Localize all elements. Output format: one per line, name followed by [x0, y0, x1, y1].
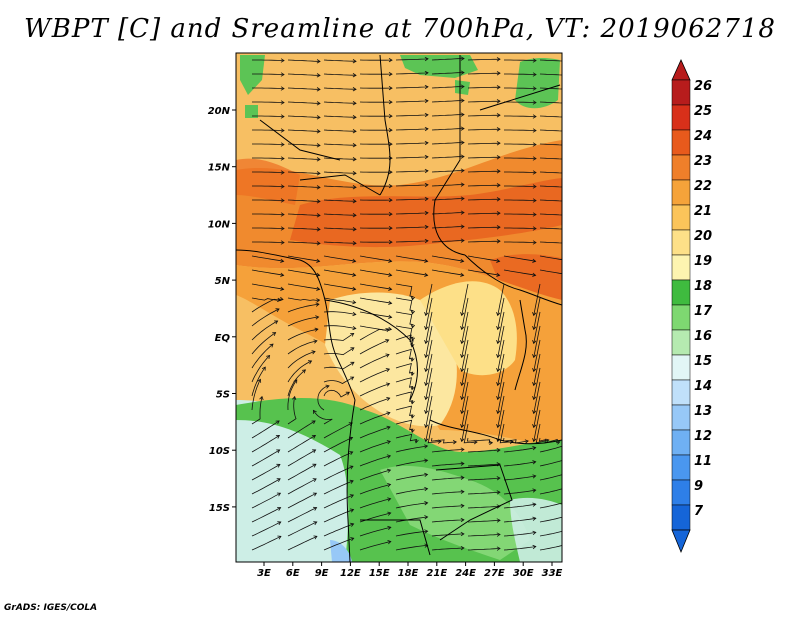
lon-tick-label: 6E — [286, 568, 300, 579]
colorbar-swatch — [672, 330, 690, 355]
streamline-arrow — [568, 273, 571, 277]
streamline-arrow — [569, 74, 572, 78]
lat-tick-label: 5S — [216, 390, 230, 401]
streamline-arrow — [568, 485, 571, 489]
streamline-arrow — [569, 186, 572, 190]
streamline-arrow — [568, 471, 571, 474]
lon-tick-label: 9E — [315, 568, 329, 579]
colorbar-swatch — [672, 280, 690, 305]
credit-text: GrADS: IGES/COLA — [4, 603, 97, 613]
colorbar-swatch — [672, 105, 690, 130]
streamline-arrow — [569, 242, 572, 246]
streamline-arrow — [568, 259, 571, 263]
colorbar-label: 26 — [694, 79, 712, 94]
colorbar-swatch — [672, 155, 690, 180]
lat-tick-label: 5N — [215, 276, 231, 287]
streamline-arrow — [567, 457, 571, 460]
colorbar-label: 22 — [694, 179, 712, 194]
lon-tick-label: 18E — [398, 568, 419, 579]
lon-tick-label: 27E — [484, 568, 505, 579]
colorbar-label: 17 — [694, 304, 713, 319]
streamline-arrow — [568, 500, 571, 503]
lon-tick-label: 15E — [369, 568, 390, 579]
lat-tick-label: 10S — [209, 446, 230, 457]
colorbar-swatch — [672, 205, 690, 230]
map-panel — [236, 53, 572, 562]
streamline-arrow — [567, 443, 570, 446]
longitude-axis: 3E 6E 9E 12E 15E 18E 21E 24E 27E 30E 33E — [257, 562, 562, 579]
colorbar-label: 11 — [694, 454, 712, 469]
colorbar-swatch — [672, 405, 690, 430]
streamline-arrow — [569, 158, 572, 162]
colorbar-label: 15 — [694, 354, 712, 369]
lat-tick-label: 15N — [208, 163, 231, 174]
colorbar-swatch — [672, 380, 690, 405]
colorbar-label: 7 — [694, 504, 704, 519]
lon-tick-label: 33E — [542, 568, 563, 579]
lat-tick-label: 15S — [209, 503, 230, 514]
colorbar-swatch — [672, 480, 690, 505]
lon-tick-label: 30E — [513, 568, 534, 579]
colorbar-swatch — [672, 355, 690, 380]
colorbar-swatch — [672, 180, 690, 205]
colorbar-label: 23 — [694, 154, 712, 169]
streamline-arrow — [568, 514, 571, 517]
region-northern-green-patches-3 — [515, 58, 560, 108]
colorbar-label: 9 — [694, 479, 703, 494]
lat-tick-label: 10N — [208, 219, 231, 230]
colorbar-label: 20 — [694, 229, 712, 244]
streamline-arrow — [569, 214, 572, 218]
latitude-axis: 20N 15N 10N 5N EQ 5S 10S 15S — [208, 106, 236, 514]
colorbar-label: 24 — [694, 129, 712, 144]
streamline-arrow — [569, 102, 572, 106]
colorbar-label: 21 — [694, 204, 712, 219]
lon-tick-label: 3E — [257, 568, 271, 579]
colorbar-label: 18 — [694, 279, 712, 294]
colorbar-swatch — [672, 305, 690, 330]
colorbar-swatch — [672, 255, 690, 280]
lon-tick-label: 21E — [426, 568, 447, 579]
colorbar-label: 14 — [694, 379, 712, 394]
streamline-arrow — [569, 172, 572, 176]
colorbar-min-arrow — [672, 530, 690, 552]
colorbar-swatch — [672, 430, 690, 455]
streamline-arrow — [569, 60, 572, 64]
lat-tick-label: 20N — [208, 106, 231, 117]
streamline-arrow — [569, 200, 572, 204]
colorbar-swatch — [672, 455, 690, 480]
streamline-arrow — [569, 116, 572, 120]
streamline-arrow — [569, 88, 572, 92]
colorbar-label: 25 — [694, 104, 712, 119]
colorbar-swatch — [672, 505, 690, 530]
lat-tick-label: EQ — [215, 333, 231, 344]
streamline-arrow — [569, 228, 572, 232]
colorbar-label: 16 — [694, 329, 712, 344]
colorbar-label: 13 — [694, 404, 712, 419]
colorbar-max-arrow — [672, 60, 690, 80]
colorbar-label: 12 — [694, 429, 712, 444]
colorbar-swatch — [672, 130, 690, 155]
lon-tick-label: 24E — [455, 568, 476, 579]
colorbar-label: 19 — [694, 254, 712, 269]
streamline-arrow — [569, 130, 572, 134]
streamline-arrow — [568, 542, 571, 546]
colorbar-swatch — [672, 230, 690, 255]
streamline-arrow — [568, 528, 571, 531]
colorbar-swatch — [672, 80, 690, 105]
colorbar: 26 25 24 23 22 21 20 19 18 17 16 15 14 13 12 11 9 7 — [672, 60, 713, 552]
streamline-arrow — [569, 144, 572, 148]
lon-tick-label: 12E — [340, 568, 361, 579]
